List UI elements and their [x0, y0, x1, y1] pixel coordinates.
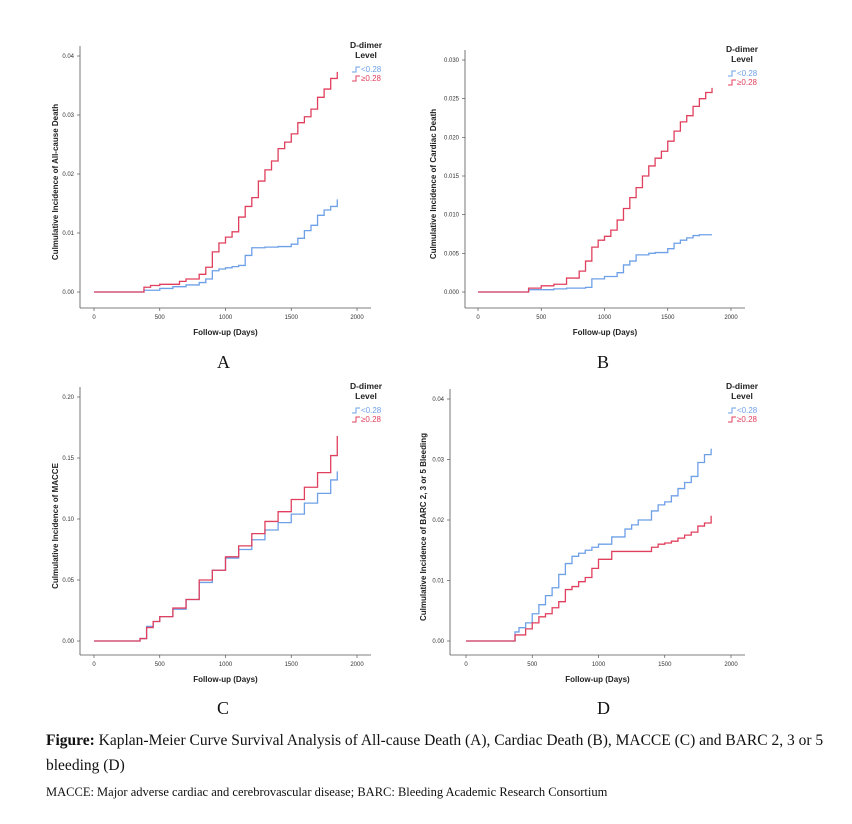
y-tick-label: 0.005: [444, 251, 460, 257]
legend-title: D-dimer Level: [726, 381, 759, 401]
y-tick-label: 0.000: [444, 290, 460, 296]
x-axis-title: Follow-up (Days): [573, 328, 638, 337]
y-tick-label: 0.01: [62, 231, 74, 237]
figure-caption-text: Kaplan-Meier Curve Survival Analysis of …: [46, 732, 824, 774]
legend-swatch-ge-0-28: [728, 416, 736, 423]
x-tick-label: 1000: [592, 662, 606, 668]
legend-label-ge-0-28: ≥0.28: [361, 415, 382, 424]
legend-title: D-dimer Level: [350, 381, 383, 401]
legend-label-lt-0-28: <0.28: [361, 406, 382, 415]
series-line-lt-0-28: [466, 448, 712, 642]
y-tick-label: 0.04: [62, 54, 74, 60]
legend-label-lt-0-28: <0.28: [737, 406, 758, 415]
x-tick-label: 1500: [658, 662, 672, 668]
y-tick-label: 0.00: [62, 639, 74, 645]
legend-swatch-ge-0-28: [352, 75, 360, 82]
y-tick-label: 0.10: [62, 517, 74, 523]
x-tick-label: 0: [92, 315, 96, 321]
x-tick-label: 0: [476, 315, 480, 321]
series-line-lt-0-28: [94, 199, 338, 293]
x-tick-label: 1000: [219, 315, 233, 321]
y-axis-title: Culmulative Incidence of MACCE: [51, 462, 60, 588]
y-axis-title: Culmulative Incidence of Cardiac Death: [429, 109, 438, 259]
x-tick-label: 500: [155, 315, 166, 321]
y-tick-label: 0.20: [62, 395, 74, 401]
legend-label-lt-0-28: <0.28: [361, 65, 382, 74]
legend-swatch-ge-0-28: [352, 416, 360, 423]
legend-label-ge-0-28: ≥0.28: [737, 78, 758, 87]
series-line-ge-0-28: [478, 87, 713, 293]
x-tick-label: 2000: [350, 315, 364, 321]
x-tick-label: 2000: [724, 662, 738, 668]
x-tick-label: 1000: [219, 662, 233, 668]
legend-swatch-lt-0-28: [352, 66, 360, 73]
x-tick-label: 0: [92, 662, 96, 668]
y-tick-label: 0.025: [444, 97, 460, 103]
legend-swatch-lt-0-28: [352, 407, 360, 414]
x-axis-title: Follow-up (Days): [193, 675, 258, 684]
legend-swatch-lt-0-28: [728, 70, 736, 77]
panel-letter-c: C: [217, 698, 230, 718]
x-tick-label: 1500: [661, 315, 675, 321]
figure-caption-label: Figure:: [46, 732, 95, 749]
x-tick-label: 1500: [285, 662, 299, 668]
legend-label-ge-0-28: ≥0.28: [737, 415, 758, 424]
legend-title: D-dimer Level: [350, 40, 383, 60]
y-tick-label: 0.030: [444, 58, 460, 64]
y-tick-label: 0.04: [432, 397, 444, 403]
x-tick-label: 2000: [724, 315, 738, 321]
series-line-ge-0-28: [466, 515, 712, 642]
y-tick-label: 0.02: [62, 172, 74, 178]
x-tick-label: 2000: [350, 662, 364, 668]
y-tick-label: 0.00: [62, 290, 74, 296]
legend-label-ge-0-28: ≥0.28: [361, 74, 382, 83]
x-tick-label: 500: [536, 315, 547, 321]
x-tick-label: 500: [527, 662, 538, 668]
y-axis-title: Culmulative Incidence of BARC 2, 3 or 5 …: [419, 433, 428, 621]
figure-caption: Figure: Kaplan-Meier Curve Survival Anal…: [46, 728, 846, 778]
y-tick-label: 0.01: [432, 579, 444, 585]
panel-letter-d: D: [597, 698, 610, 718]
x-tick-label: 1500: [285, 315, 299, 321]
x-tick-label: 0: [464, 662, 468, 668]
panel-letter-b: B: [597, 352, 610, 372]
figure-footnote: MACCE: Major adverse cardiac and cerebro…: [46, 785, 608, 799]
series-line-ge-0-28: [94, 436, 338, 642]
x-tick-label: 500: [155, 662, 166, 668]
y-tick-label: 0.05: [62, 578, 74, 584]
panel-letter-a: A: [217, 352, 230, 372]
x-axis-title: Follow-up (Days): [565, 675, 630, 684]
legend-title: D-dimer Level: [726, 44, 759, 64]
x-tick-label: 1000: [598, 315, 612, 321]
y-tick-label: 0.015: [444, 174, 460, 180]
y-tick-label: 0.010: [444, 213, 460, 219]
legend-label-lt-0-28: <0.28: [737, 69, 758, 78]
x-axis-title: Follow-up (Days): [193, 328, 258, 337]
y-tick-label: 0.00: [432, 639, 444, 645]
y-axis-title: Culmulative Incidence of All-cause Death: [51, 104, 60, 260]
legend-swatch-lt-0-28: [728, 407, 736, 414]
legend-swatch-ge-0-28: [728, 79, 736, 86]
series-line-ge-0-28: [94, 71, 338, 293]
series-line-lt-0-28: [478, 234, 713, 293]
y-tick-label: 0.03: [62, 113, 74, 119]
y-tick-label: 0.020: [444, 135, 460, 141]
y-tick-label: 0.03: [432, 458, 444, 464]
y-tick-label: 0.02: [432, 518, 444, 524]
y-tick-label: 0.15: [62, 456, 74, 462]
